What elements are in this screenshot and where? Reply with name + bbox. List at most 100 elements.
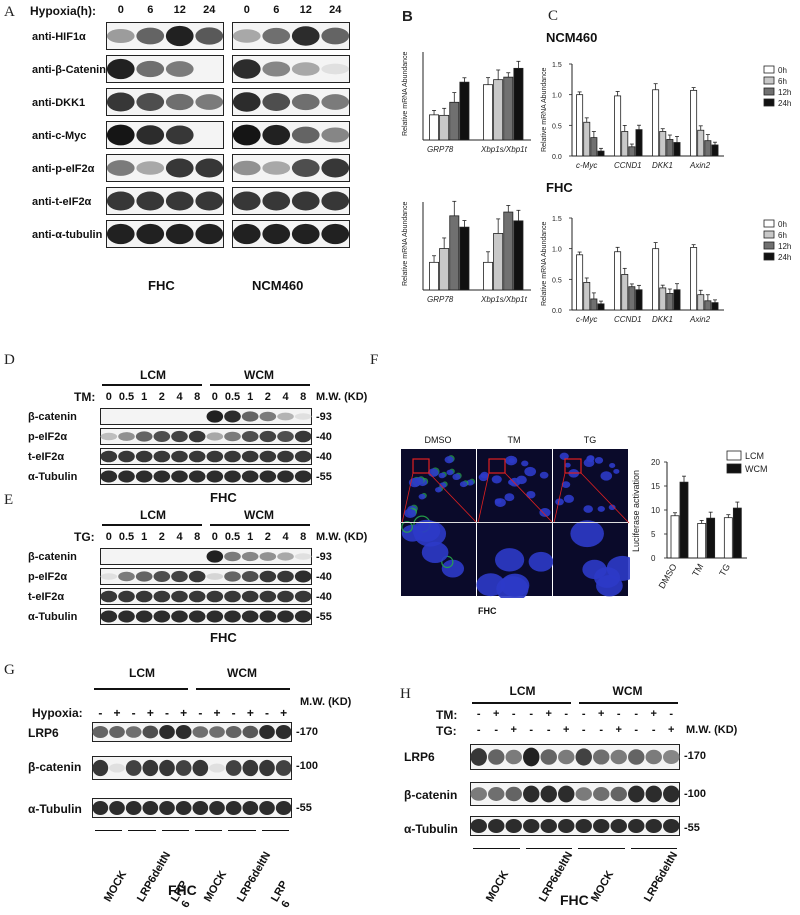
legend-swatch bbox=[726, 450, 742, 461]
panel-label-h: H bbox=[400, 686, 411, 702]
sign-label: + bbox=[180, 706, 188, 720]
treatment-label: TG: bbox=[74, 530, 95, 544]
blot-strip-band bbox=[100, 610, 118, 623]
legend-label: 24h bbox=[778, 253, 791, 262]
tg-sign: - bbox=[494, 724, 499, 736]
nucleus bbox=[600, 471, 613, 481]
blot-strip-band bbox=[135, 571, 153, 582]
mw-marker: -55 bbox=[316, 471, 332, 483]
y-axis-label: Luciferase activation bbox=[631, 470, 641, 552]
condition-line bbox=[195, 830, 223, 831]
tm-sign: - bbox=[564, 708, 569, 720]
nucleus bbox=[594, 456, 604, 464]
y-axis-label: Relative mRNA Abundance bbox=[402, 51, 409, 136]
blot-strip-fhc bbox=[106, 55, 224, 83]
tm-sign: - bbox=[616, 708, 621, 720]
panel-label-g: G bbox=[4, 662, 15, 678]
category-label: Axin2 bbox=[689, 315, 711, 324]
blot-strip-band bbox=[523, 747, 540, 767]
dose-label: 4 bbox=[176, 531, 183, 543]
microscopy-label: DMSO bbox=[424, 435, 452, 445]
legend-label: LCM bbox=[745, 451, 764, 461]
y-tick-label: 15 bbox=[651, 482, 660, 491]
sign-label: - bbox=[231, 706, 236, 720]
sign-label: + bbox=[280, 706, 288, 720]
blot-strip-band bbox=[100, 590, 118, 603]
nucleus bbox=[555, 498, 564, 506]
nucleus bbox=[559, 452, 569, 460]
condition-line bbox=[261, 830, 289, 831]
blot-row-label: α-Tubulin bbox=[28, 471, 78, 483]
condition-label: MOCK bbox=[484, 868, 512, 904]
blot-strip-band bbox=[109, 801, 125, 815]
time-label-ncm460: 6 bbox=[273, 4, 280, 16]
y-tick-label: 0.5 bbox=[552, 277, 562, 284]
blot-strip-band bbox=[109, 726, 125, 738]
mw-marker: -100 bbox=[296, 760, 319, 772]
blot-strip-band bbox=[188, 470, 206, 483]
bar bbox=[597, 150, 605, 157]
blot-strip-fhc-band bbox=[106, 191, 135, 211]
dose-label: 0 bbox=[211, 391, 218, 403]
bar bbox=[503, 76, 514, 141]
blot-strip-band bbox=[277, 412, 294, 421]
cell-label: FHC bbox=[168, 882, 197, 898]
dose-label: 4 bbox=[282, 531, 289, 543]
dose-label: 2 bbox=[264, 391, 271, 403]
nucleus bbox=[563, 494, 574, 503]
cell-label: FHC bbox=[210, 630, 237, 645]
blot-strip-fhc-band bbox=[165, 191, 194, 211]
tg-sign: - bbox=[651, 724, 656, 736]
legend-swatch bbox=[763, 241, 775, 250]
blot-strip-band bbox=[294, 610, 312, 623]
blot-strip-band bbox=[224, 610, 241, 623]
bar bbox=[597, 303, 605, 311]
tg-sign: + bbox=[563, 724, 570, 736]
bar bbox=[635, 129, 643, 157]
blot-strip-band bbox=[241, 411, 259, 422]
blot-strip-band bbox=[100, 470, 118, 483]
condition-line bbox=[473, 848, 520, 849]
blot-strip-band bbox=[118, 432, 135, 441]
blot-strip-band bbox=[540, 819, 557, 833]
mw-marker: -40 bbox=[316, 571, 332, 583]
blot-strip-band bbox=[505, 749, 522, 765]
nucleus bbox=[435, 487, 442, 493]
panel-label-c: C bbox=[548, 8, 559, 24]
dose-label: 2 bbox=[158, 531, 165, 543]
blot-strip-band bbox=[558, 785, 575, 803]
blot-strip-band bbox=[100, 450, 118, 463]
condition-label: MOCK bbox=[202, 868, 230, 904]
blot-strip-ncm460-band bbox=[321, 94, 350, 110]
cytoplasm-stain bbox=[401, 521, 413, 533]
blot-strip-band bbox=[188, 610, 206, 623]
blot-strip-band bbox=[242, 725, 259, 739]
blot-strip-ncm460-band bbox=[232, 191, 261, 211]
category-label: DKK1 bbox=[652, 161, 673, 170]
bar bbox=[590, 137, 598, 157]
nucleus bbox=[496, 576, 529, 598]
bar bbox=[614, 251, 622, 311]
condition-label: MOCK bbox=[102, 868, 130, 904]
condition-label: LRP6deltN bbox=[641, 849, 680, 904]
blot-strip-band bbox=[224, 571, 241, 582]
blot-strip-band bbox=[92, 726, 109, 738]
blot-strip-band bbox=[92, 801, 109, 815]
bar bbox=[706, 517, 716, 559]
nucleus bbox=[414, 477, 424, 485]
blot-strip-band bbox=[593, 787, 610, 801]
blot-strip-ncm460-band bbox=[291, 93, 320, 111]
group-line bbox=[196, 688, 290, 690]
microscopy-grid bbox=[400, 449, 630, 598]
legend-label: 6h bbox=[778, 77, 787, 86]
blot-strip-band bbox=[118, 590, 135, 603]
mw-marker: -55 bbox=[316, 611, 332, 623]
blot-strip-band bbox=[277, 470, 294, 483]
blot-strip bbox=[92, 756, 292, 780]
blot-strip-band bbox=[259, 411, 277, 422]
treatment-label: TM: bbox=[74, 390, 96, 404]
nucleus bbox=[583, 505, 593, 513]
mw-header: M.W. (KD) bbox=[316, 531, 368, 543]
blot-strip-band bbox=[171, 450, 188, 463]
blot-row-label: anti-t-eIF2α bbox=[32, 196, 92, 208]
